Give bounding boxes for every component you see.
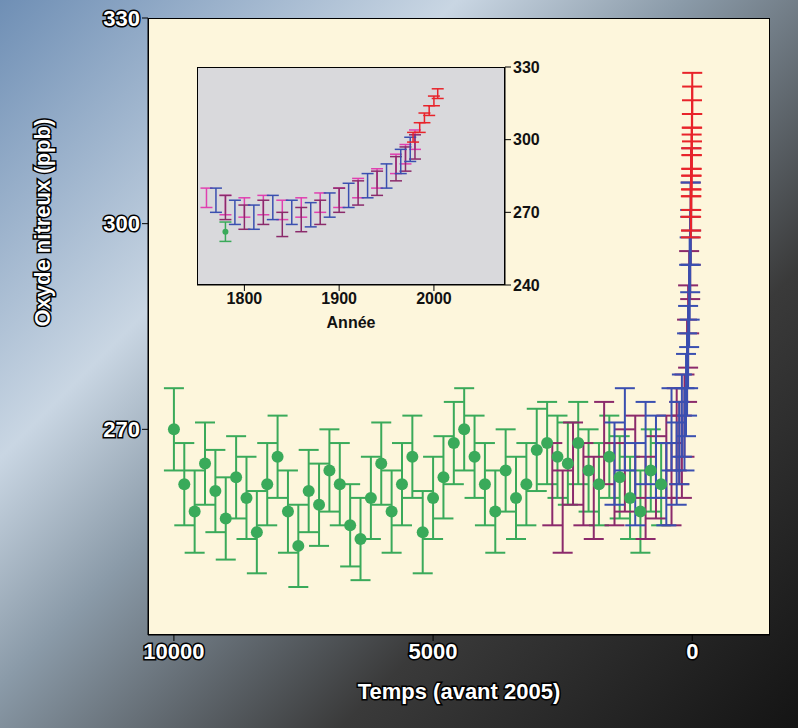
svg-text:10000: 10000 bbox=[143, 639, 204, 664]
svg-text:Temps (avant 2005): Temps (avant 2005) bbox=[358, 679, 561, 704]
svg-text:240: 240 bbox=[513, 277, 540, 294]
svg-text:300: 300 bbox=[513, 131, 540, 148]
svg-text:270: 270 bbox=[513, 204, 540, 221]
svg-text:5000: 5000 bbox=[409, 639, 458, 664]
svg-text:1800: 1800 bbox=[227, 290, 263, 307]
svg-text:1900: 1900 bbox=[321, 290, 357, 307]
svg-text:2000: 2000 bbox=[416, 290, 452, 307]
svg-text:300: 300 bbox=[103, 211, 140, 236]
svg-text:Oxyde nitreux (ppb): Oxyde nitreux (ppb) bbox=[30, 119, 55, 327]
svg-text:330: 330 bbox=[513, 59, 540, 76]
svg-text:0: 0 bbox=[686, 639, 698, 664]
svg-text:270: 270 bbox=[103, 417, 140, 442]
svg-text:330: 330 bbox=[103, 6, 140, 31]
svg-text:Année: Année bbox=[327, 314, 376, 331]
